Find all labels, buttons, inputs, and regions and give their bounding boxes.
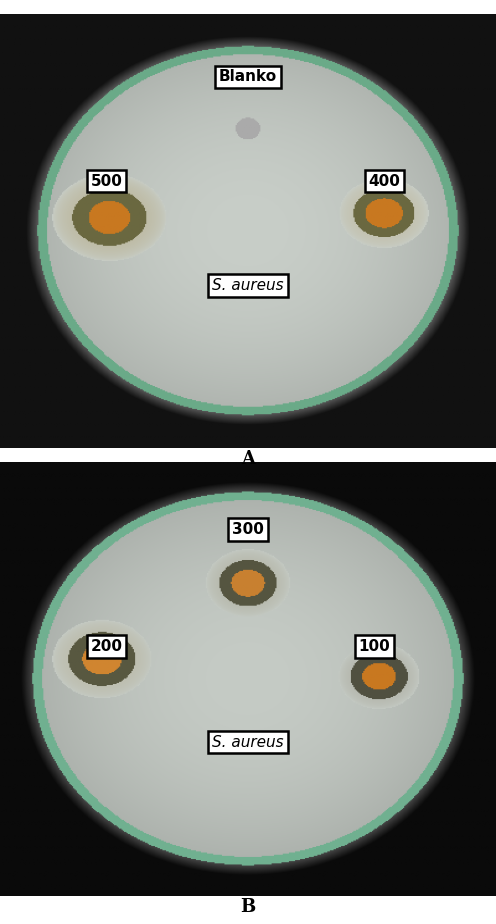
Text: 400: 400 [369,174,400,188]
Text: A: A [241,450,255,468]
Text: 500: 500 [91,174,123,188]
Text: 200: 200 [91,639,123,654]
Text: Blanko: Blanko [219,69,277,84]
Text: B: B [241,898,255,917]
Text: 100: 100 [359,639,390,654]
Text: S. aureus: S. aureus [212,735,284,749]
Text: 300: 300 [232,522,264,537]
Text: S. aureus: S. aureus [212,278,284,293]
